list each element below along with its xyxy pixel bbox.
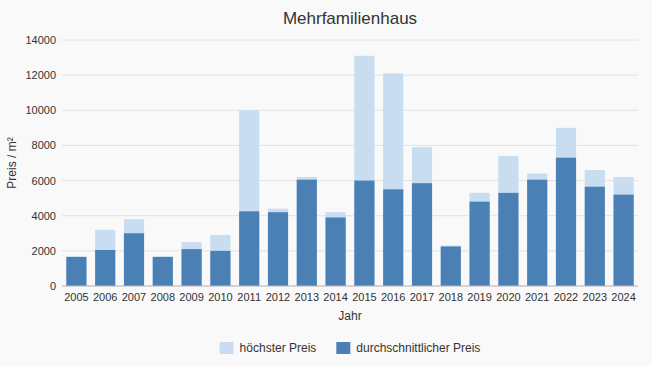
bar: 2008: 1700 [153,256,173,286]
x-tick-label: 2006 [93,291,117,303]
grid-line [62,145,638,146]
x-tick-label: 2020 [496,291,520,303]
bar: 2012: 4200 [268,212,288,286]
axis-line [62,286,638,287]
grid-line [62,110,638,111]
bar: 2019: 5300 [470,193,490,286]
x-tick-label: 2024 [611,291,635,303]
bar: 2010: 2900 [210,235,230,286]
bar: 2018: 2300 [441,246,461,286]
y-tick-label: 6000 [32,175,56,187]
bar: 2007: 3800 [124,219,144,286]
y-axis-label: Preis / m² [5,137,19,188]
y-tick-label: 2000 [32,245,56,257]
x-tick-label: 2010 [208,291,232,303]
bar: 2005: 1650 [66,257,86,286]
x-tick-label: 2023 [583,291,607,303]
x-tick-label: 2015 [352,291,376,303]
x-tick-label: 2012 [266,291,290,303]
bar: 2012: 4400 [268,209,288,286]
chart: Mehrfamilienhaus 0 2000 4000 6000 8000 10000 12… [0,0,652,366]
background [0,0,652,366]
y-tick-label: 10000 [25,104,56,116]
bar: 2009: 2100 [182,249,202,286]
bar: 2008: 1650 [153,257,173,286]
x-tick-label: 2017 [410,291,434,303]
x-tick-label: 2018 [439,291,463,303]
x-tick-label: 2007 [122,291,146,303]
bar: 2007: 3000 [124,233,144,286]
bar: 2016: 12100 [383,73,403,286]
bar: 2023: 6600 [585,170,605,286]
x-tick-label: 2014 [323,291,347,303]
bar: 2015: 6000 [354,181,374,286]
grid-line [62,75,638,76]
y-tick-label: 8000 [32,139,56,151]
grid-line [62,286,638,287]
bar: 2016: 5500 [383,189,403,286]
grid-line [62,215,638,216]
x-tick-label: 2005 [64,291,88,303]
bar: 2013: 6050 [297,180,317,286]
bar: 2022: 7300 [556,158,576,286]
bar: 2022: 9000 [556,128,576,286]
x-axis-label: Jahr [338,309,361,323]
bar: 2020: 5300 [498,193,518,286]
x-tick-label: 2011 [237,291,261,303]
grid-line [62,250,638,251]
bar: 2014: 3900 [326,217,346,286]
grid-line [62,40,638,41]
x-tick-label: 2016 [381,291,405,303]
bar: 2005: 1700 [66,256,86,286]
x-tick-label: 2009 [179,291,203,303]
y-tick-label: 12000 [25,69,56,81]
bar: 2015: 13100 [354,56,374,286]
bar: 2011: 10000 [239,110,259,286]
x-tick-label: 2019 [467,291,491,303]
bar: 2014: 4200 [326,212,346,286]
bar: 2018: 2250 [441,246,461,286]
x-tick-label: 2021 [525,291,549,303]
y-tick-label: 14000 [25,34,56,46]
bar: 2024: 6200 [614,177,634,286]
y-tick-label: 0 [50,280,56,292]
bar: 2021: 6400 [527,174,547,286]
y-axis: 0 2000 4000 6000 8000 10000 12000 14000 [25,34,638,292]
bar: 2011: 4250 [239,211,259,286]
legend-label: durchschnittlicher Preis [356,341,480,355]
bar: 2020: 7400 [498,156,518,286]
bar: 2017: 7900 [412,147,432,286]
bar: 2023: 5650 [585,187,605,286]
y-tick-label: 4000 [32,210,56,222]
x-tick-label: 2022 [554,291,578,303]
chart-container: Mehrfamilienhaus 0 2000 4000 6000 8000 10000 12… [0,0,652,366]
bar: 2017: 5850 [412,183,432,286]
bar: 2024: 5200 [614,195,634,286]
legend: höchster Preis durchschnittlicher Preis [220,341,481,355]
legend-swatch [220,342,234,354]
bar: 2009: 2500 [182,242,202,286]
title: Mehrfamilienhaus [283,9,417,28]
bar: 2010: 2000 [210,251,230,286]
bar: 2006: 2050 [95,250,115,286]
bar: 2006: 3200 [95,230,115,286]
bars: 2005: 1700 2006: 3200 2007: 3800 2008: 1700… [66,56,633,286]
legend-swatch [336,342,350,354]
x-tick-label: 2013 [295,291,319,303]
x-axis: 2005 2006 2007 2008 2009 2010 2011 2012 2013 2014… [62,286,638,303]
grid-line [62,180,638,181]
bar: 2021: 6050 [527,180,547,286]
bar: 2019: 4800 [470,202,490,286]
bar: 2013: 6200 [297,177,317,286]
x-tick-label: 2008 [151,291,175,303]
legend-label: höchster Preis [240,341,317,355]
